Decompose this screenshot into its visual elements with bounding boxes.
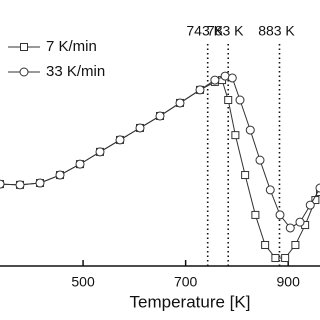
data-point [305,200,315,210]
data-point [245,125,255,135]
legend-marker [19,67,29,77]
data-point [55,170,65,180]
legend-label: 7 K/min [46,38,97,55]
legend-label: 33 K/min [46,63,105,80]
data-point [95,147,105,157]
series-line [0,75,320,229]
data-point [175,98,185,108]
data-point [115,135,125,145]
x-tick-label: 700 [174,274,198,290]
data-point [261,240,270,249]
data-point [315,183,320,193]
data-point [235,95,245,105]
data-point [155,111,165,121]
data-point [227,73,237,83]
data-point [275,210,285,220]
series-line [0,79,320,259]
data-point [75,159,85,169]
x-tick-label: 500 [71,274,95,290]
data-point [224,96,233,105]
data-point [295,217,305,227]
data-point [265,185,275,195]
data-point [0,179,5,189]
data-point [15,180,25,190]
x-tick-label: 900 [277,274,301,290]
data-point [255,155,265,165]
legend-marker [20,43,28,51]
reference-label: 883 K [258,23,295,39]
data-point [231,131,240,140]
x-axis-label: Temperature [K] [130,292,251,311]
data-point [210,75,220,85]
data-point [241,171,250,180]
data-point [135,123,145,133]
reference-label: 783 K [207,23,244,39]
data-point [195,85,205,95]
data-point [281,254,290,263]
data-point [285,223,295,233]
data-point [271,254,280,263]
reference-label: 743 K [186,23,223,39]
data-point [291,240,300,249]
data-point [251,210,260,219]
data-point [35,178,45,188]
